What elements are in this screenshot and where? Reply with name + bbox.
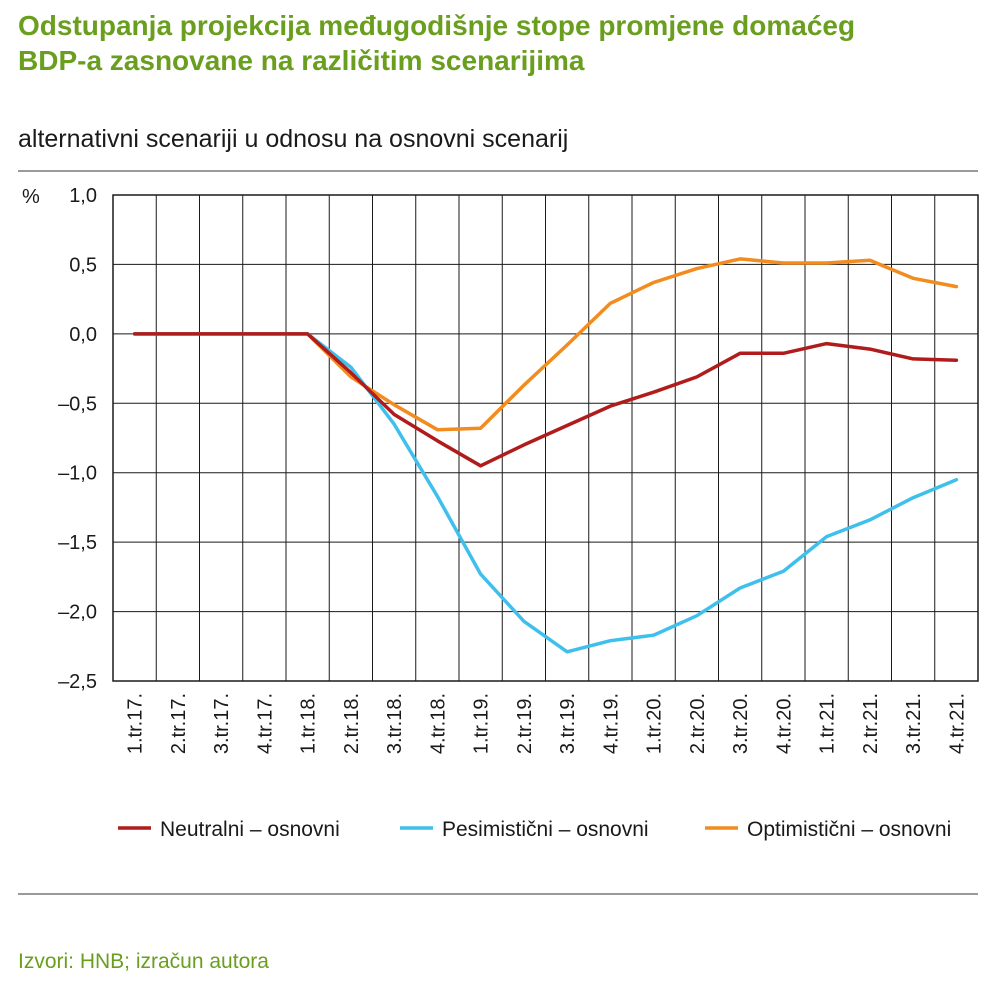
plot-frame bbox=[112, 194, 979, 682]
x-tick-label: 4.tr.20. bbox=[773, 693, 795, 754]
x-tick-label: 2.tr.18. bbox=[341, 693, 363, 754]
x-tick-label: 1.tr.20. bbox=[644, 693, 666, 754]
x-tick-label: 2.tr.19. bbox=[514, 693, 536, 754]
legend-label-optimistic: Optimistični – osnovni bbox=[747, 818, 951, 841]
chart-title: Odstupanja projekcija međugodišnje stope… bbox=[18, 10, 856, 76]
x-tick-label: 1.tr.17. bbox=[125, 693, 147, 754]
line-chart: 1,0 0,5 0,0 –0,5 –1,0 –1,5 –2,0 –2,5% 1.tr.17. 2.… bbox=[22, 185, 979, 841]
legend-label-neutral: Neutralni – osnovni bbox=[160, 818, 340, 841]
x-tick-label: 3.tr.19. bbox=[557, 693, 579, 754]
x-tick-label: 4.tr.19. bbox=[600, 693, 622, 754]
y-tick-label: –2,5 bbox=[58, 671, 97, 693]
y-tick-label: 0,5 bbox=[69, 254, 97, 276]
top-divider bbox=[18, 170, 978, 172]
y-tick-label: 1,0 bbox=[69, 185, 97, 207]
x-tick-label: 3.tr.20. bbox=[730, 693, 752, 754]
x-tick-label: 2.tr.20. bbox=[687, 693, 709, 754]
series-lines bbox=[132, 257, 959, 654]
x-tick-label: 1.tr.19. bbox=[471, 693, 493, 754]
y-tick-label: –1,0 bbox=[58, 463, 97, 485]
x-tick-label: 4.tr.17. bbox=[254, 693, 276, 754]
source-note: Izvori: HNB; izračun autora bbox=[18, 950, 269, 973]
x-tick-label: 4.tr.21. bbox=[946, 693, 968, 754]
chart-subtitle: alternativni scenariji u odnosu na osnov… bbox=[18, 125, 569, 153]
axes: 1,0 0,5 0,0 –0,5 –1,0 –1,5 –2,0 –2,5% 1.tr.17. 2.… bbox=[22, 185, 979, 754]
x-tick-label: 3.tr.18. bbox=[384, 693, 406, 754]
x-tick-label: 3.tr.17. bbox=[211, 693, 233, 754]
x-tick-label: 4.tr.18. bbox=[427, 693, 449, 754]
y-tick-label: –1,5 bbox=[58, 532, 97, 554]
legend: Neutralni – osnovni Pesimistični – osnovn… bbox=[118, 818, 951, 841]
bottom-divider bbox=[18, 893, 978, 895]
legend-label-pessimistic: Pesimistični – osnovni bbox=[442, 818, 649, 841]
series-line-neutral bbox=[132, 332, 959, 468]
grid bbox=[113, 194, 978, 682]
y-tick-label: 0,0 bbox=[69, 324, 97, 346]
x-tick-label: 1.tr.21. bbox=[817, 693, 839, 754]
y-unit-label: % bbox=[22, 186, 40, 208]
x-tick-label: 2.tr.17. bbox=[168, 693, 190, 754]
x-tick-label: 2.tr.21. bbox=[860, 693, 882, 754]
y-tick-label: –0,5 bbox=[58, 393, 97, 415]
x-tick-label: 1.tr.18. bbox=[298, 693, 320, 754]
y-tick-label: –2,0 bbox=[58, 602, 97, 624]
x-tick-label: 3.tr.21. bbox=[903, 693, 925, 754]
